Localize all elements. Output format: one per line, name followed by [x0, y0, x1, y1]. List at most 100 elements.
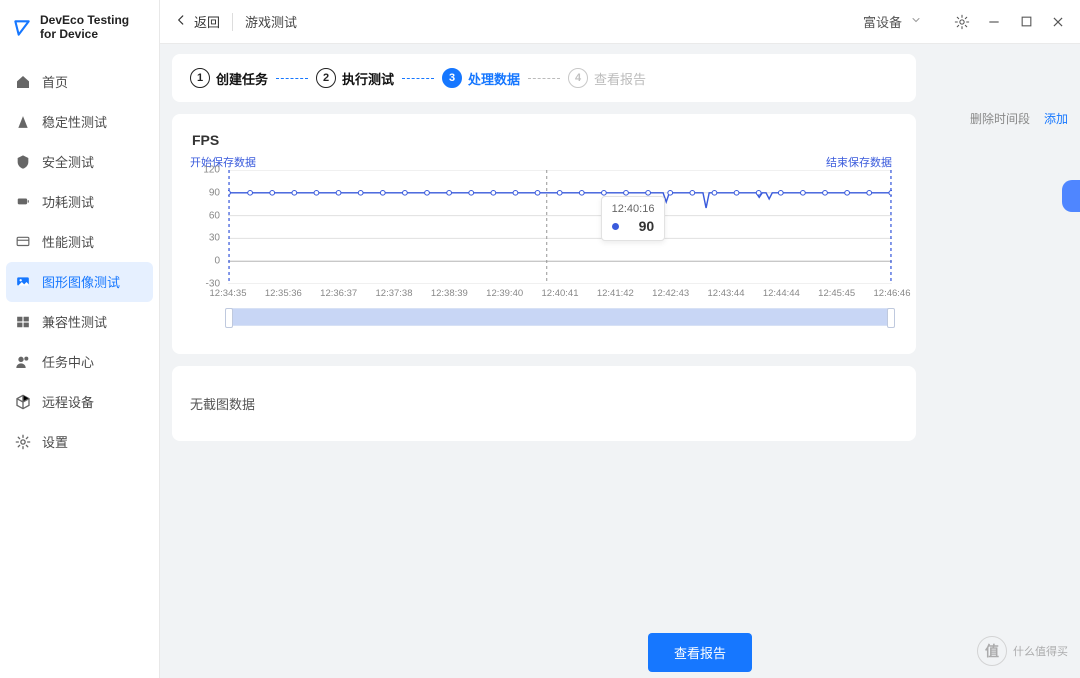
back-label: 返回 — [194, 12, 220, 31]
gear-icon[interactable] — [954, 14, 970, 30]
device-select-label: 富设备 — [863, 12, 902, 31]
tooltip-value: 90 — [639, 218, 655, 234]
plot-area[interactable] — [228, 170, 892, 284]
minimize-icon[interactable] — [986, 14, 1002, 30]
logo-text-line2: for Device — [40, 28, 129, 42]
x-tick: 12:38:39 — [431, 288, 468, 299]
y-tick: 0 — [214, 256, 220, 267]
range-slider[interactable] — [228, 308, 892, 326]
back-button[interactable]: 返回 — [174, 12, 220, 31]
sidebar-item-4[interactable]: 性能测试 — [0, 222, 159, 262]
close-icon[interactable] — [1050, 14, 1066, 30]
sidebar-item-0[interactable]: 首页 — [0, 62, 159, 102]
range-handle-left[interactable] — [225, 308, 233, 328]
nav: 首页稳定性测试安全测试功耗测试性能测试图形图像测试兼容性测试任务中心远程设备设置 — [0, 56, 159, 462]
maximize-icon[interactable] — [1018, 14, 1034, 30]
footer: 查看报告 — [320, 633, 1080, 672]
step-label: 查看报告 — [594, 69, 646, 88]
sidebar-item-label: 兼容性测试 — [42, 312, 107, 331]
step-3[interactable]: 3 处理数据 — [442, 68, 520, 88]
sidebar-item-icon — [14, 153, 32, 171]
sidebar-item-icon — [14, 113, 32, 131]
tooltip-dot-icon — [612, 223, 619, 230]
y-tick: 120 — [203, 165, 220, 176]
step-1[interactable]: 1 创建任务 — [190, 68, 268, 88]
sidebar-item-label: 任务中心 — [42, 352, 94, 371]
sidebar-item-2[interactable]: 安全测试 — [0, 142, 159, 182]
watermark: 值 什么值得买 — [977, 636, 1068, 666]
step-num: 4 — [568, 68, 588, 88]
view-report-button[interactable]: 查看报告 — [648, 633, 752, 672]
x-tick: 12:39:40 — [486, 288, 523, 299]
sidebar-item-icon — [14, 193, 32, 211]
sidebar-item-6[interactable]: 兼容性测试 — [0, 302, 159, 342]
tooltip-time: 12:40:16 — [612, 203, 655, 215]
step-label: 执行测试 — [342, 69, 394, 88]
step-label: 创建任务 — [216, 69, 268, 88]
steps-card: 1 创建任务 2 执行测试 3 处理数据 4 查看报告 — [172, 54, 916, 102]
step-num: 1 — [190, 68, 210, 88]
sidebar-item-icon — [14, 313, 32, 331]
content-side: 删除时间段 添加 — [928, 54, 1068, 678]
sidebar-item-icon — [14, 233, 32, 251]
logo-text-line1: DevEco Testing — [40, 14, 129, 28]
step-num: 3 — [442, 68, 462, 88]
sidebar-item-icon — [14, 273, 32, 291]
step-2[interactable]: 2 执行测试 — [316, 68, 394, 88]
window-controls — [954, 14, 1066, 30]
chart-start-label: 开始保存数据 — [190, 154, 256, 170]
step-dash — [402, 78, 434, 79]
sidebar-item-label: 稳定性测试 — [42, 112, 107, 131]
logo-icon — [12, 18, 32, 38]
x-tick: 12:37:38 — [376, 288, 413, 299]
arrow-left-icon — [174, 13, 188, 30]
main: 返回 游戏测试 富设备 — [160, 0, 1080, 678]
content: 1创建任务2执行测试3处理数据4查看报告 FPS 开始保存数据 结束保存数据 -… — [160, 44, 1080, 678]
step-4[interactable]: 4 查看报告 — [568, 68, 646, 88]
sidebar-item-1[interactable]: 稳定性测试 — [0, 102, 159, 142]
step-label: 处理数据 — [468, 69, 520, 88]
x-tick: 12:36:37 — [320, 288, 357, 299]
sidebar-item-label: 首页 — [42, 72, 68, 91]
y-tick: 30 — [209, 233, 220, 244]
watermark-text: 什么值得买 — [1013, 643, 1068, 659]
sidebar-item-label: 性能测试 — [42, 232, 94, 251]
sidebar-item-label: 远程设备 — [42, 392, 94, 411]
sidebar-item-icon — [14, 353, 32, 371]
sidebar-item-5[interactable]: 图形图像测试 — [6, 262, 153, 302]
sidebar-item-icon — [14, 73, 32, 91]
sidebar-item-icon — [14, 433, 32, 451]
sidebar-item-label: 功耗测试 — [42, 192, 94, 211]
device-select[interactable]: 富设备 — [863, 12, 922, 31]
steps: 1 创建任务 2 执行测试 3 处理数据 4 查看报告 — [190, 68, 898, 88]
sidebar-item-9[interactable]: 设置 — [0, 422, 159, 462]
x-ticks: 12:34:3512:35:3612:36:3712:37:3812:38:39… — [228, 288, 892, 302]
y-ticks: -300306090120 — [190, 170, 224, 284]
step-num: 2 — [316, 68, 336, 88]
chart-wrap: 开始保存数据 结束保存数据 -300306090120 12:40:16 90 — [190, 154, 898, 334]
y-tick: 90 — [209, 187, 220, 198]
x-tick: 12:34:35 — [210, 288, 247, 299]
sidebar-item-7[interactable]: 任务中心 — [0, 342, 159, 382]
page-title: 游戏测试 — [245, 12, 297, 31]
sidebar-item-label: 设置 — [42, 432, 68, 451]
sidebar: DevEco Testing for Device 首页稳定性测试安全测试功耗测… — [0, 0, 160, 678]
range-handle-right[interactable] — [887, 308, 895, 328]
x-tick: 12:43:44 — [708, 288, 745, 299]
sidebar-item-3[interactable]: 功耗测试 — [0, 182, 159, 222]
chart-title: FPS — [192, 132, 898, 148]
watermark-icon: 值 — [977, 636, 1007, 666]
x-tick: 12:44:44 — [763, 288, 800, 299]
topbar: 返回 游戏测试 富设备 — [160, 0, 1080, 44]
delete-range-label: 删除时间段 — [970, 110, 1030, 678]
x-tick: 12:46:46 — [874, 288, 911, 299]
floating-side-badge[interactable] — [1062, 180, 1080, 212]
sidebar-item-8[interactable]: 远程设备 — [0, 382, 159, 422]
app-logo: DevEco Testing for Device — [0, 0, 159, 56]
divider — [232, 13, 233, 31]
chart-end-label: 结束保存数据 — [826, 154, 892, 170]
x-tick: 12:45:45 — [818, 288, 855, 299]
screenshot-empty-card: 无截图数据 — [172, 366, 916, 441]
step-dash — [528, 78, 560, 79]
chart-card: FPS 开始保存数据 结束保存数据 -300306090120 12:40:16 — [172, 114, 916, 354]
